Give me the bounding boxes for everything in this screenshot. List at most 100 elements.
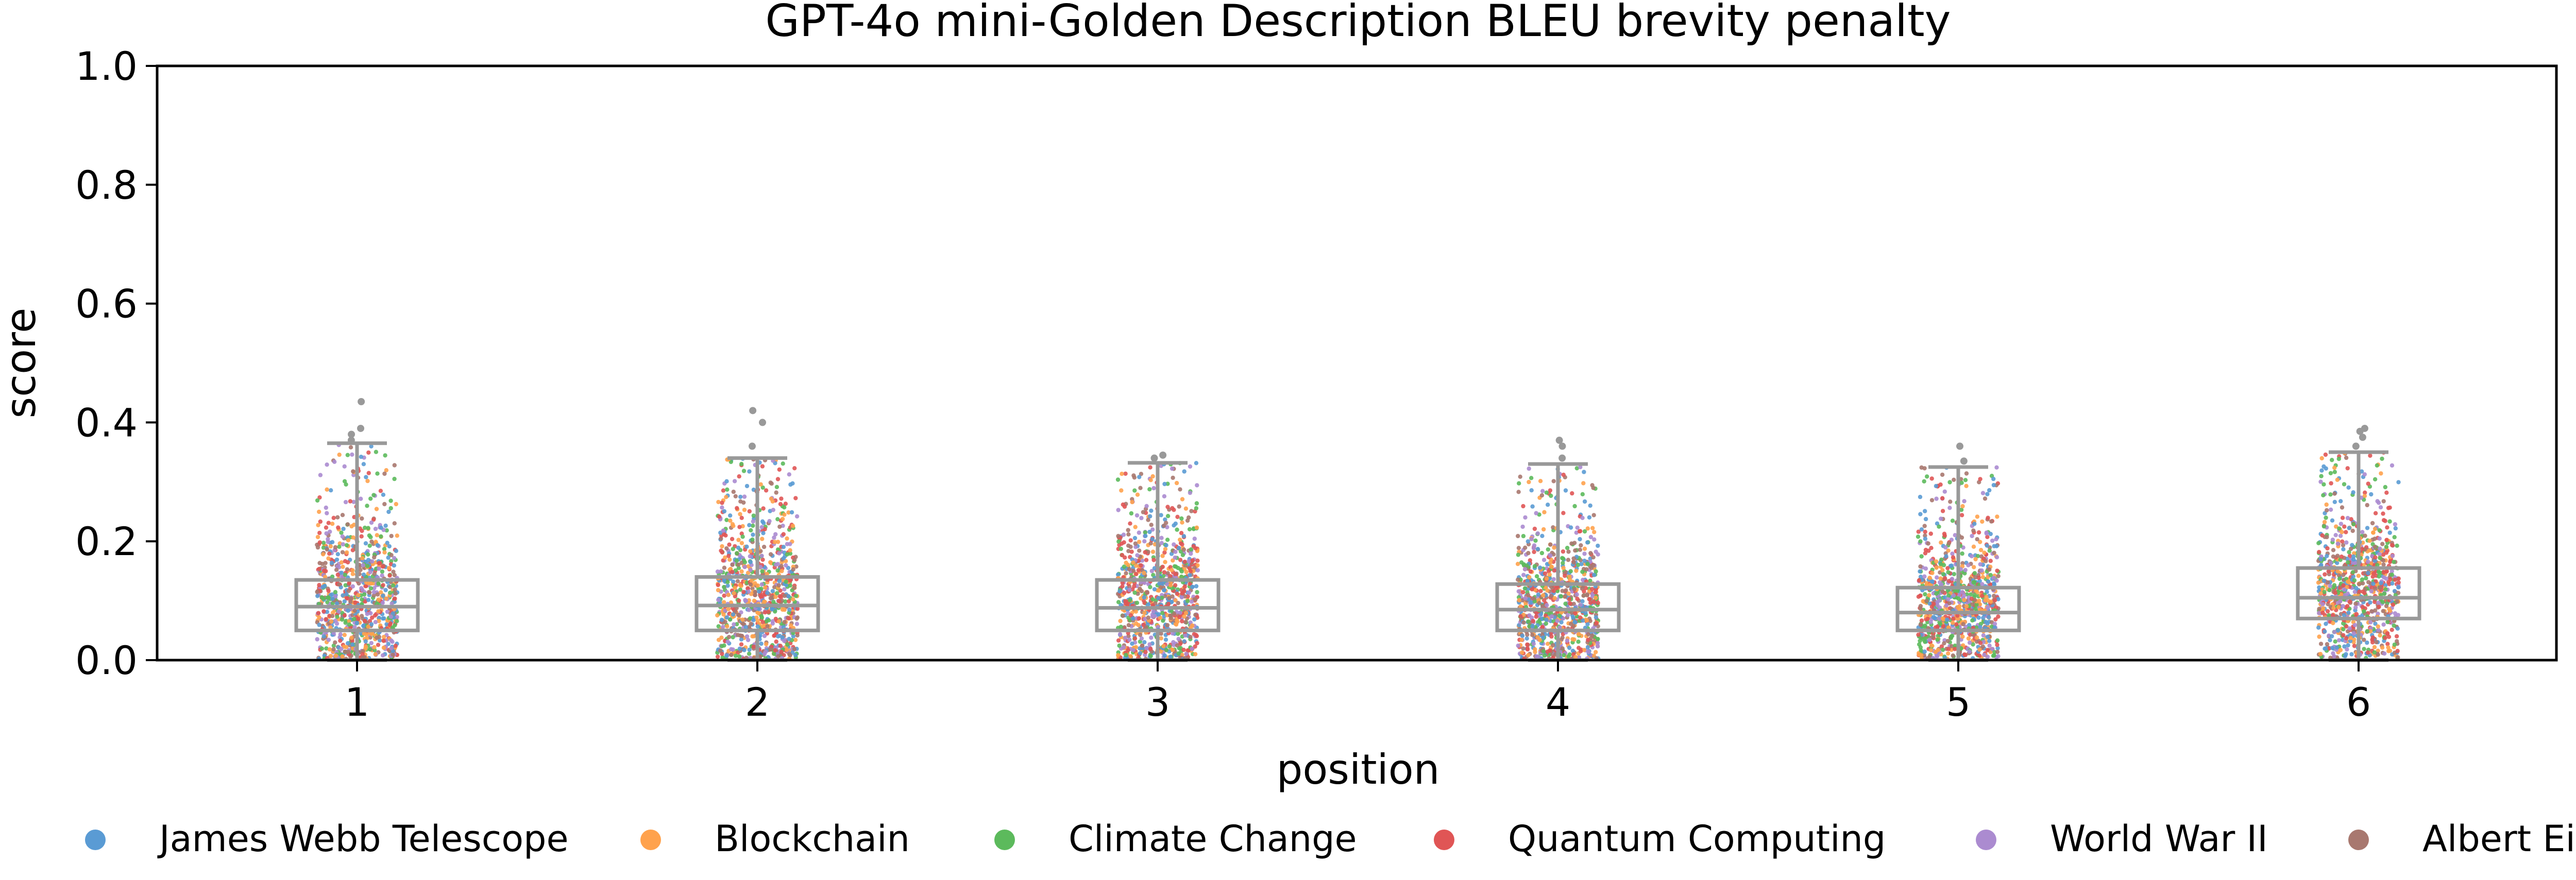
strip-point <box>1931 615 1936 619</box>
strip-point <box>380 653 385 658</box>
strip-point <box>738 499 743 504</box>
strip-point <box>1524 563 1529 568</box>
strip-point <box>777 579 782 583</box>
strip-point <box>726 554 731 558</box>
strip-point <box>1535 531 1540 536</box>
strip-point <box>1996 597 2001 601</box>
strip-point <box>1987 615 1991 619</box>
strip-point <box>736 562 741 567</box>
strip-point <box>329 560 334 565</box>
strip-point <box>1185 518 1190 523</box>
strip-point <box>1163 547 1168 551</box>
strip-point <box>1594 621 1599 626</box>
strip-point <box>1544 490 1549 495</box>
strip-point <box>345 453 350 457</box>
strip-point <box>1968 640 1972 645</box>
strip-point <box>1582 648 1586 652</box>
strip-point <box>1176 636 1181 642</box>
strip-point <box>346 538 351 543</box>
strip-point <box>1128 654 1133 659</box>
strip-point <box>1956 596 1961 601</box>
strip-point <box>737 613 741 618</box>
strip-point <box>2324 502 2329 507</box>
strip-point <box>2333 639 2337 644</box>
strip-point <box>1940 472 1945 477</box>
strip-point <box>1918 569 1922 574</box>
strip-point <box>1978 562 1982 567</box>
strip-point <box>1126 648 1130 652</box>
strip-point <box>1185 599 1190 603</box>
strip-point <box>1586 649 1591 654</box>
strip-point <box>1531 642 1536 646</box>
strip-point <box>1518 604 1523 609</box>
strip-point <box>788 578 792 583</box>
strip-point <box>1578 529 1583 533</box>
strip-point <box>744 634 750 639</box>
strip-point <box>336 525 341 530</box>
strip-point <box>1156 612 1161 617</box>
strip-point <box>1173 555 1177 560</box>
strip-point <box>1566 591 1571 596</box>
strip-point <box>367 647 372 652</box>
strip-point <box>1573 654 1578 660</box>
strip-point <box>792 647 797 651</box>
strip-point <box>1951 555 1956 560</box>
strip-point <box>777 467 782 472</box>
strip-point <box>1156 596 1161 600</box>
strip-point <box>393 623 397 628</box>
strip-point <box>1969 592 1973 597</box>
strip-point <box>1132 488 1137 493</box>
strip-point <box>1117 632 1123 636</box>
strip-point <box>1149 568 1154 574</box>
strip-point <box>1133 609 1138 614</box>
strip-point <box>2392 623 2396 628</box>
strip-point <box>1122 564 1127 569</box>
strip-point <box>1148 541 1153 546</box>
strip-point <box>1173 572 1178 577</box>
strip-point <box>2322 520 2327 524</box>
strip-point <box>715 569 720 574</box>
strip-point <box>2345 647 2349 652</box>
strip-point <box>1918 512 1923 516</box>
strip-point <box>329 619 334 624</box>
strip-point <box>1162 570 1167 575</box>
strip-point <box>378 489 383 493</box>
strip-point <box>2367 539 2372 543</box>
strip-point <box>1132 475 1137 480</box>
strip-point <box>1179 595 1184 600</box>
strip-point <box>1962 499 1967 504</box>
strip-point <box>777 551 782 556</box>
strip-point <box>375 592 380 597</box>
strip-point <box>1555 618 1560 624</box>
strip-point <box>732 479 737 484</box>
strip-point <box>1917 652 1921 657</box>
strip-point <box>1985 648 1990 652</box>
strip-point <box>365 504 369 508</box>
strip-point <box>1539 493 1545 498</box>
strip-point <box>1590 526 1595 530</box>
strip-point <box>724 495 728 499</box>
strip-point <box>1540 635 1546 640</box>
strip-point <box>773 594 778 599</box>
strip-point <box>733 494 738 498</box>
strip-point <box>742 494 747 499</box>
strip-point <box>1172 542 1176 547</box>
strip-point <box>722 578 726 582</box>
strip-point <box>760 519 765 524</box>
strip-point <box>1546 547 1550 552</box>
strip-point <box>722 593 726 598</box>
strip-point <box>1953 533 1957 538</box>
strip-point <box>724 517 729 522</box>
strip-point <box>340 534 345 539</box>
strip-point <box>393 644 398 648</box>
strip-point <box>1939 516 1943 521</box>
strip-point <box>1122 591 1127 595</box>
strip-point <box>1994 578 1999 583</box>
strip-point <box>360 597 364 602</box>
strip-point <box>775 634 781 639</box>
strip-point <box>326 637 331 642</box>
strip-point <box>728 519 733 523</box>
strip-point <box>1593 590 1598 595</box>
strip-point <box>716 588 721 593</box>
strip-point <box>1574 592 1579 597</box>
